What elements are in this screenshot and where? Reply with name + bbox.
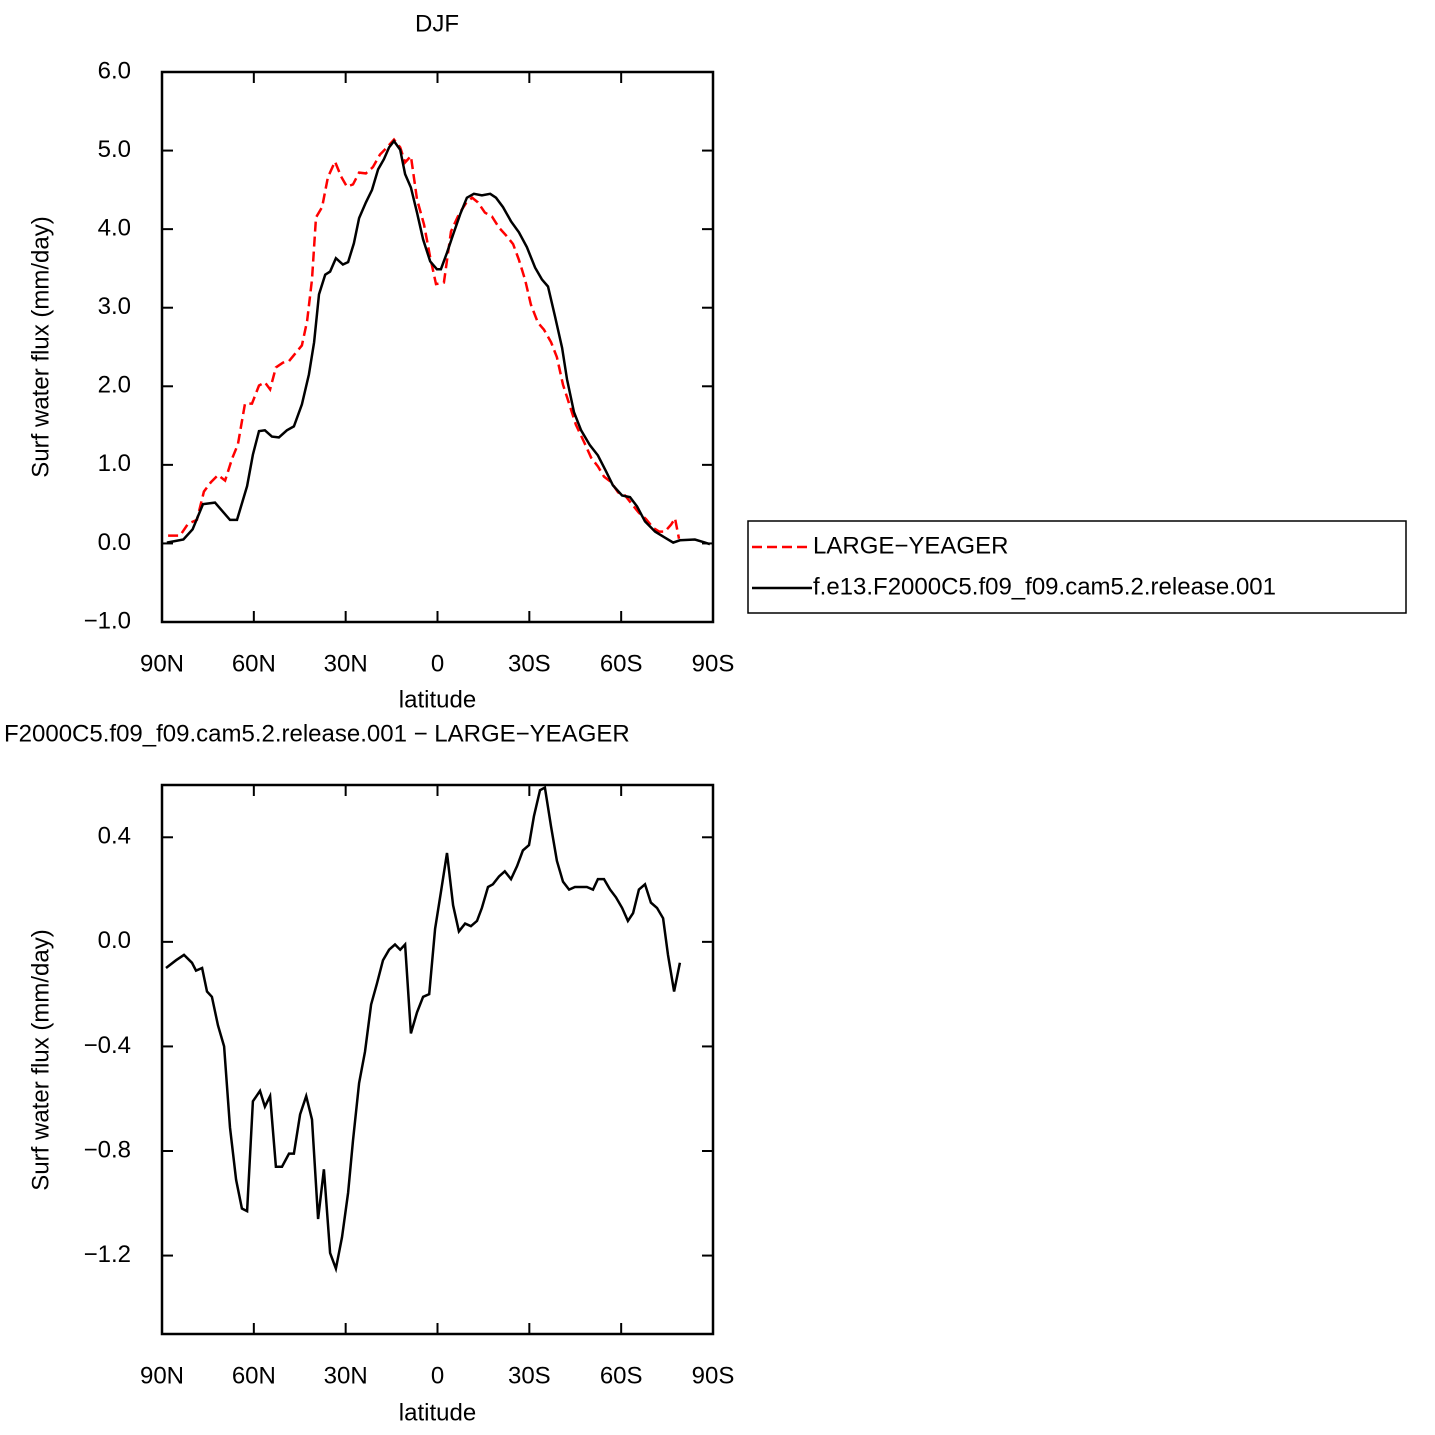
y-tick-label: −1.0 xyxy=(84,607,131,634)
x-tick-label: 90S xyxy=(692,650,735,677)
y-tick-label: 3.0 xyxy=(98,293,131,320)
x-tick-label: 30S xyxy=(508,1362,551,1389)
y-tick-label: 0.0 xyxy=(98,927,131,954)
x-axis-label: latitude xyxy=(399,686,476,713)
y-tick-label: 2.0 xyxy=(98,372,131,399)
chart-title: DJF xyxy=(415,10,459,37)
legend-box xyxy=(747,520,1407,614)
y-tick-label: −0.8 xyxy=(84,1136,131,1163)
x-tick-label: 30S xyxy=(508,650,551,677)
data-line xyxy=(168,137,681,539)
x-tick-label: 60N xyxy=(232,650,276,677)
y-tick-label: 6.0 xyxy=(98,57,131,84)
x-tick-label: 90N xyxy=(140,650,184,677)
plot-frame xyxy=(160,70,715,624)
y-tick-label: 5.0 xyxy=(98,136,131,163)
legend-label: LARGE−YEAGER xyxy=(813,532,1008,559)
x-tick-label: 60N xyxy=(232,1362,276,1389)
plot-frame xyxy=(160,783,715,1336)
x-tick-label: 90N xyxy=(140,1362,184,1389)
y-tick-label: −1.2 xyxy=(84,1241,131,1268)
x-tick-label: 90S xyxy=(692,1362,735,1389)
x-axis-label: latitude xyxy=(399,1399,476,1426)
x-tick-label: 30N xyxy=(324,1362,368,1389)
x-tick-label: 60S xyxy=(600,1362,643,1389)
x-tick-label: 0 xyxy=(431,1362,444,1389)
y-axis-label: Surf water flux (mm/day) xyxy=(27,216,54,477)
y-tick-label: 4.0 xyxy=(98,214,131,241)
x-tick-label: 30N xyxy=(324,650,368,677)
data-line xyxy=(166,139,711,546)
x-tick-label: 0 xyxy=(431,650,444,677)
y-axis-label: Surf water flux (mm/day) xyxy=(27,929,54,1190)
data-line xyxy=(165,785,682,1274)
chart-title: F2000C5.f09_f09.cam5.2.release.001 − LAR… xyxy=(4,720,630,747)
y-tick-label: 0.4 xyxy=(98,823,131,850)
x-tick-label: 60S xyxy=(600,650,643,677)
legend-label: f.e13.F2000C5.f09_f09.cam5.2.release.001 xyxy=(813,573,1276,600)
y-tick-label: 0.0 xyxy=(98,529,131,556)
y-tick-label: 1.0 xyxy=(98,450,131,477)
y-tick-label: −0.4 xyxy=(84,1032,131,1059)
